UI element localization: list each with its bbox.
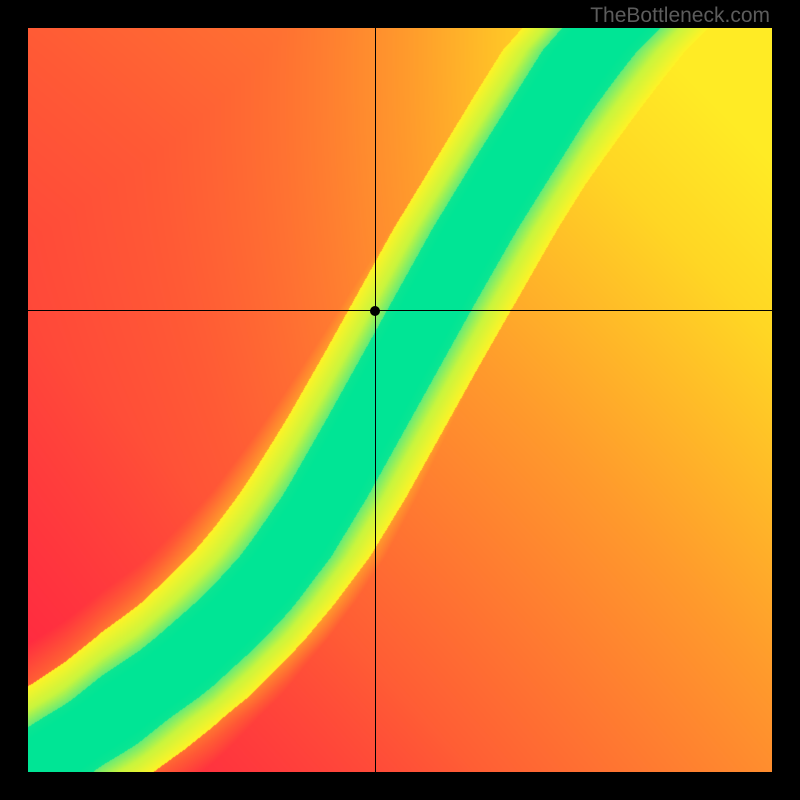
watermark-text: TheBottleneck.com [590, 4, 770, 28]
plot-area [28, 28, 772, 772]
heatmap-chart: TheBottleneck.com [0, 0, 800, 800]
heatmap-canvas [28, 28, 772, 772]
